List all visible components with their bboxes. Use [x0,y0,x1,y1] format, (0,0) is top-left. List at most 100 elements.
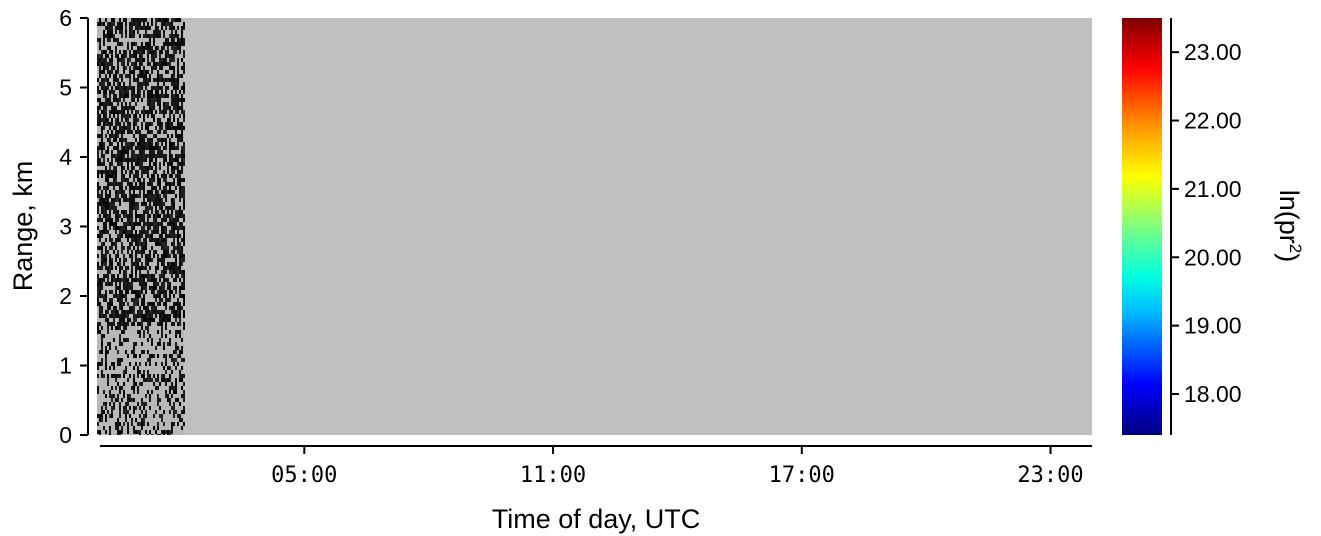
speckle-cell [135,362,137,366]
speckle-cell [151,302,153,306]
speckle-cell [173,126,175,130]
speckle-cell [147,230,149,234]
speckle-cell [165,178,167,182]
speckle-cell [173,386,175,390]
speckle-cell [167,250,169,254]
speckle-cell [127,74,129,78]
speckle-cell [167,430,169,434]
speckle-cell [155,298,157,302]
speckle-cell [161,298,163,302]
speckle-cell [131,218,133,222]
speckle-cell [123,230,125,234]
speckle-cell [109,26,111,30]
speckle-cell [183,142,185,146]
speckle-cell [97,386,99,390]
speckle-cell [127,118,129,122]
speckle-cell [133,118,135,122]
speckle-cell [109,126,111,130]
speckle-cell [171,354,173,358]
speckle-cell [101,406,103,410]
speckle-cell [103,118,105,122]
speckle-cell [109,322,111,326]
speckle-cell [163,138,165,142]
speckle-cell [99,314,101,318]
speckle-cell [163,178,165,182]
speckle-cell [175,246,177,250]
speckle-cell [107,350,109,354]
speckle-cell [165,90,167,94]
speckle-cell [171,210,173,214]
speckle-cell [113,250,115,254]
speckle-cell [167,62,169,66]
speckle-cell [125,74,127,78]
speckle-cell [107,378,109,382]
speckle-cell [99,162,101,166]
speckle-cell [107,102,109,106]
speckle-cell [149,142,151,146]
speckle-cell [183,54,185,58]
speckle-cell [151,222,153,226]
speckle-cell [175,82,177,86]
speckle-cell [165,138,167,142]
speckle-cell [155,54,157,58]
speckle-cell [133,322,135,326]
speckle-cell [141,374,143,378]
speckle-cell [143,166,145,170]
speckle-cell [141,350,143,354]
speckle-cell [145,326,147,330]
speckle-cell [149,158,151,162]
speckle-cell [155,142,157,146]
speckle-cell [127,282,129,286]
speckle-cell [151,246,153,250]
speckle-cell [135,254,137,258]
speckle-cell [103,110,105,114]
speckle-cell [179,182,181,186]
speckle-cell [115,38,117,42]
speckle-cell [129,126,131,130]
speckle-cell [183,374,185,378]
speckle-cell [133,366,135,370]
speckle-cell [151,234,153,238]
speckle-cell [109,190,111,194]
speckle-cell [113,114,115,118]
speckle-cell [119,162,121,166]
speckle-cell [151,306,153,310]
speckle-cell [121,218,123,222]
speckle-cell [157,222,159,226]
speckle-cell [149,302,151,306]
speckle-cell [159,34,161,38]
speckle-cell [109,30,111,34]
speckle-cell [139,222,141,226]
speckle-cell [103,154,105,158]
speckle-cell [169,78,171,82]
speckle-cell [161,290,163,294]
speckle-cell [133,298,135,302]
speckle-cell [127,42,129,46]
speckle-cell [143,378,145,382]
speckle-cell [137,154,139,158]
speckle-cell [141,322,143,326]
speckle-cell [111,22,113,26]
speckle-cell [121,314,123,318]
speckle-cell [127,302,129,306]
speckle-cell [175,106,177,110]
speckle-cell [129,246,131,250]
speckle-cell [119,406,121,410]
speckle-cell [109,254,111,258]
speckle-cell [155,34,157,38]
speckle-cell [139,306,141,310]
speckle-cell [147,114,149,118]
speckle-cell [117,394,119,398]
speckle-cell [161,326,163,330]
speckle-cell [173,242,175,246]
speckle-cell [149,38,151,42]
speckle-cell [123,338,125,342]
speckle-cell [165,314,167,318]
speckle-cell [163,302,165,306]
speckle-cell [111,170,113,174]
speckle-cell [149,166,151,170]
speckle-cell [101,162,103,166]
speckle-cell [177,98,179,102]
speckle-cell [183,110,185,114]
speckle-cell [141,110,143,114]
